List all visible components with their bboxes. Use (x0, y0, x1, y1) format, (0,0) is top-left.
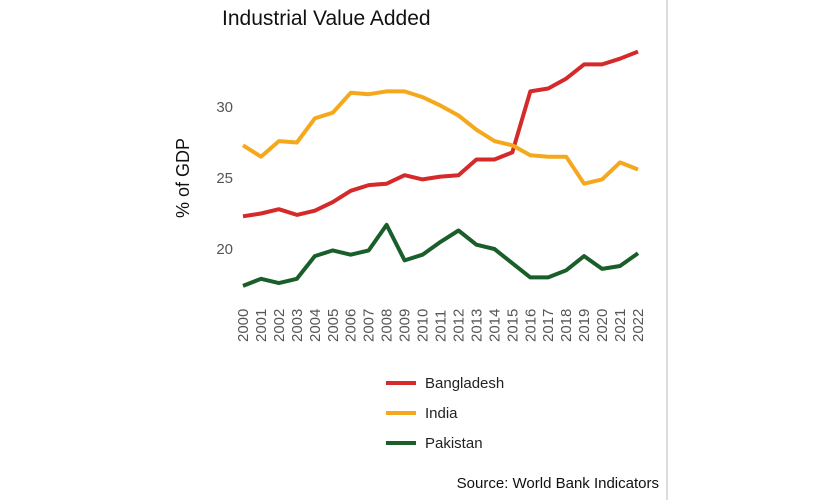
x-tick-label: 2013 (468, 309, 485, 342)
x-tick-label: 2022 (630, 309, 647, 342)
x-tick-label: 2006 (343, 309, 360, 342)
x-tick-label: 2003 (289, 309, 306, 342)
x-tick-label: 2012 (450, 309, 467, 342)
x-tick-label: 2016 (522, 309, 539, 342)
chart-title: Industrial Value Added (222, 7, 431, 30)
x-tick-label: 2021 (612, 309, 629, 342)
y-tick-label: 30 (216, 99, 233, 116)
legend-label: India (425, 405, 458, 422)
x-tick-label: 2005 (325, 309, 342, 342)
x-tick-label: 2014 (486, 309, 503, 342)
x-tick-label: 2001 (253, 309, 270, 342)
x-tick-label: 2017 (540, 309, 557, 342)
x-tick-label: 2007 (361, 309, 378, 342)
y-axis-label: % of GDP (173, 138, 193, 218)
y-tick-label: 25 (216, 170, 233, 187)
legend-label: Bangladesh (425, 375, 504, 392)
x-tick-label: 2008 (379, 309, 396, 342)
x-tick-label: 2015 (504, 309, 521, 342)
x-tick-label: 2010 (415, 309, 432, 342)
x-tick-label: 2009 (397, 309, 414, 342)
x-tick-label: 2019 (576, 309, 593, 342)
x-tick-label: 2020 (594, 309, 611, 342)
x-tick-label: 2004 (307, 309, 324, 342)
source-note: Source: World Bank Indicators (457, 475, 659, 492)
x-tick-label: 2018 (558, 309, 575, 342)
series-line-india (241, 89, 639, 186)
series-line-pakistan (242, 222, 640, 288)
x-tick-label: 2000 (235, 309, 252, 342)
y-tick-label: 20 (216, 241, 233, 258)
legend-label: Pakistan (425, 435, 483, 452)
series-line-bangladesh (242, 49, 639, 219)
x-tick-label: 2002 (271, 309, 288, 342)
x-tick-label: 2011 (433, 310, 450, 342)
